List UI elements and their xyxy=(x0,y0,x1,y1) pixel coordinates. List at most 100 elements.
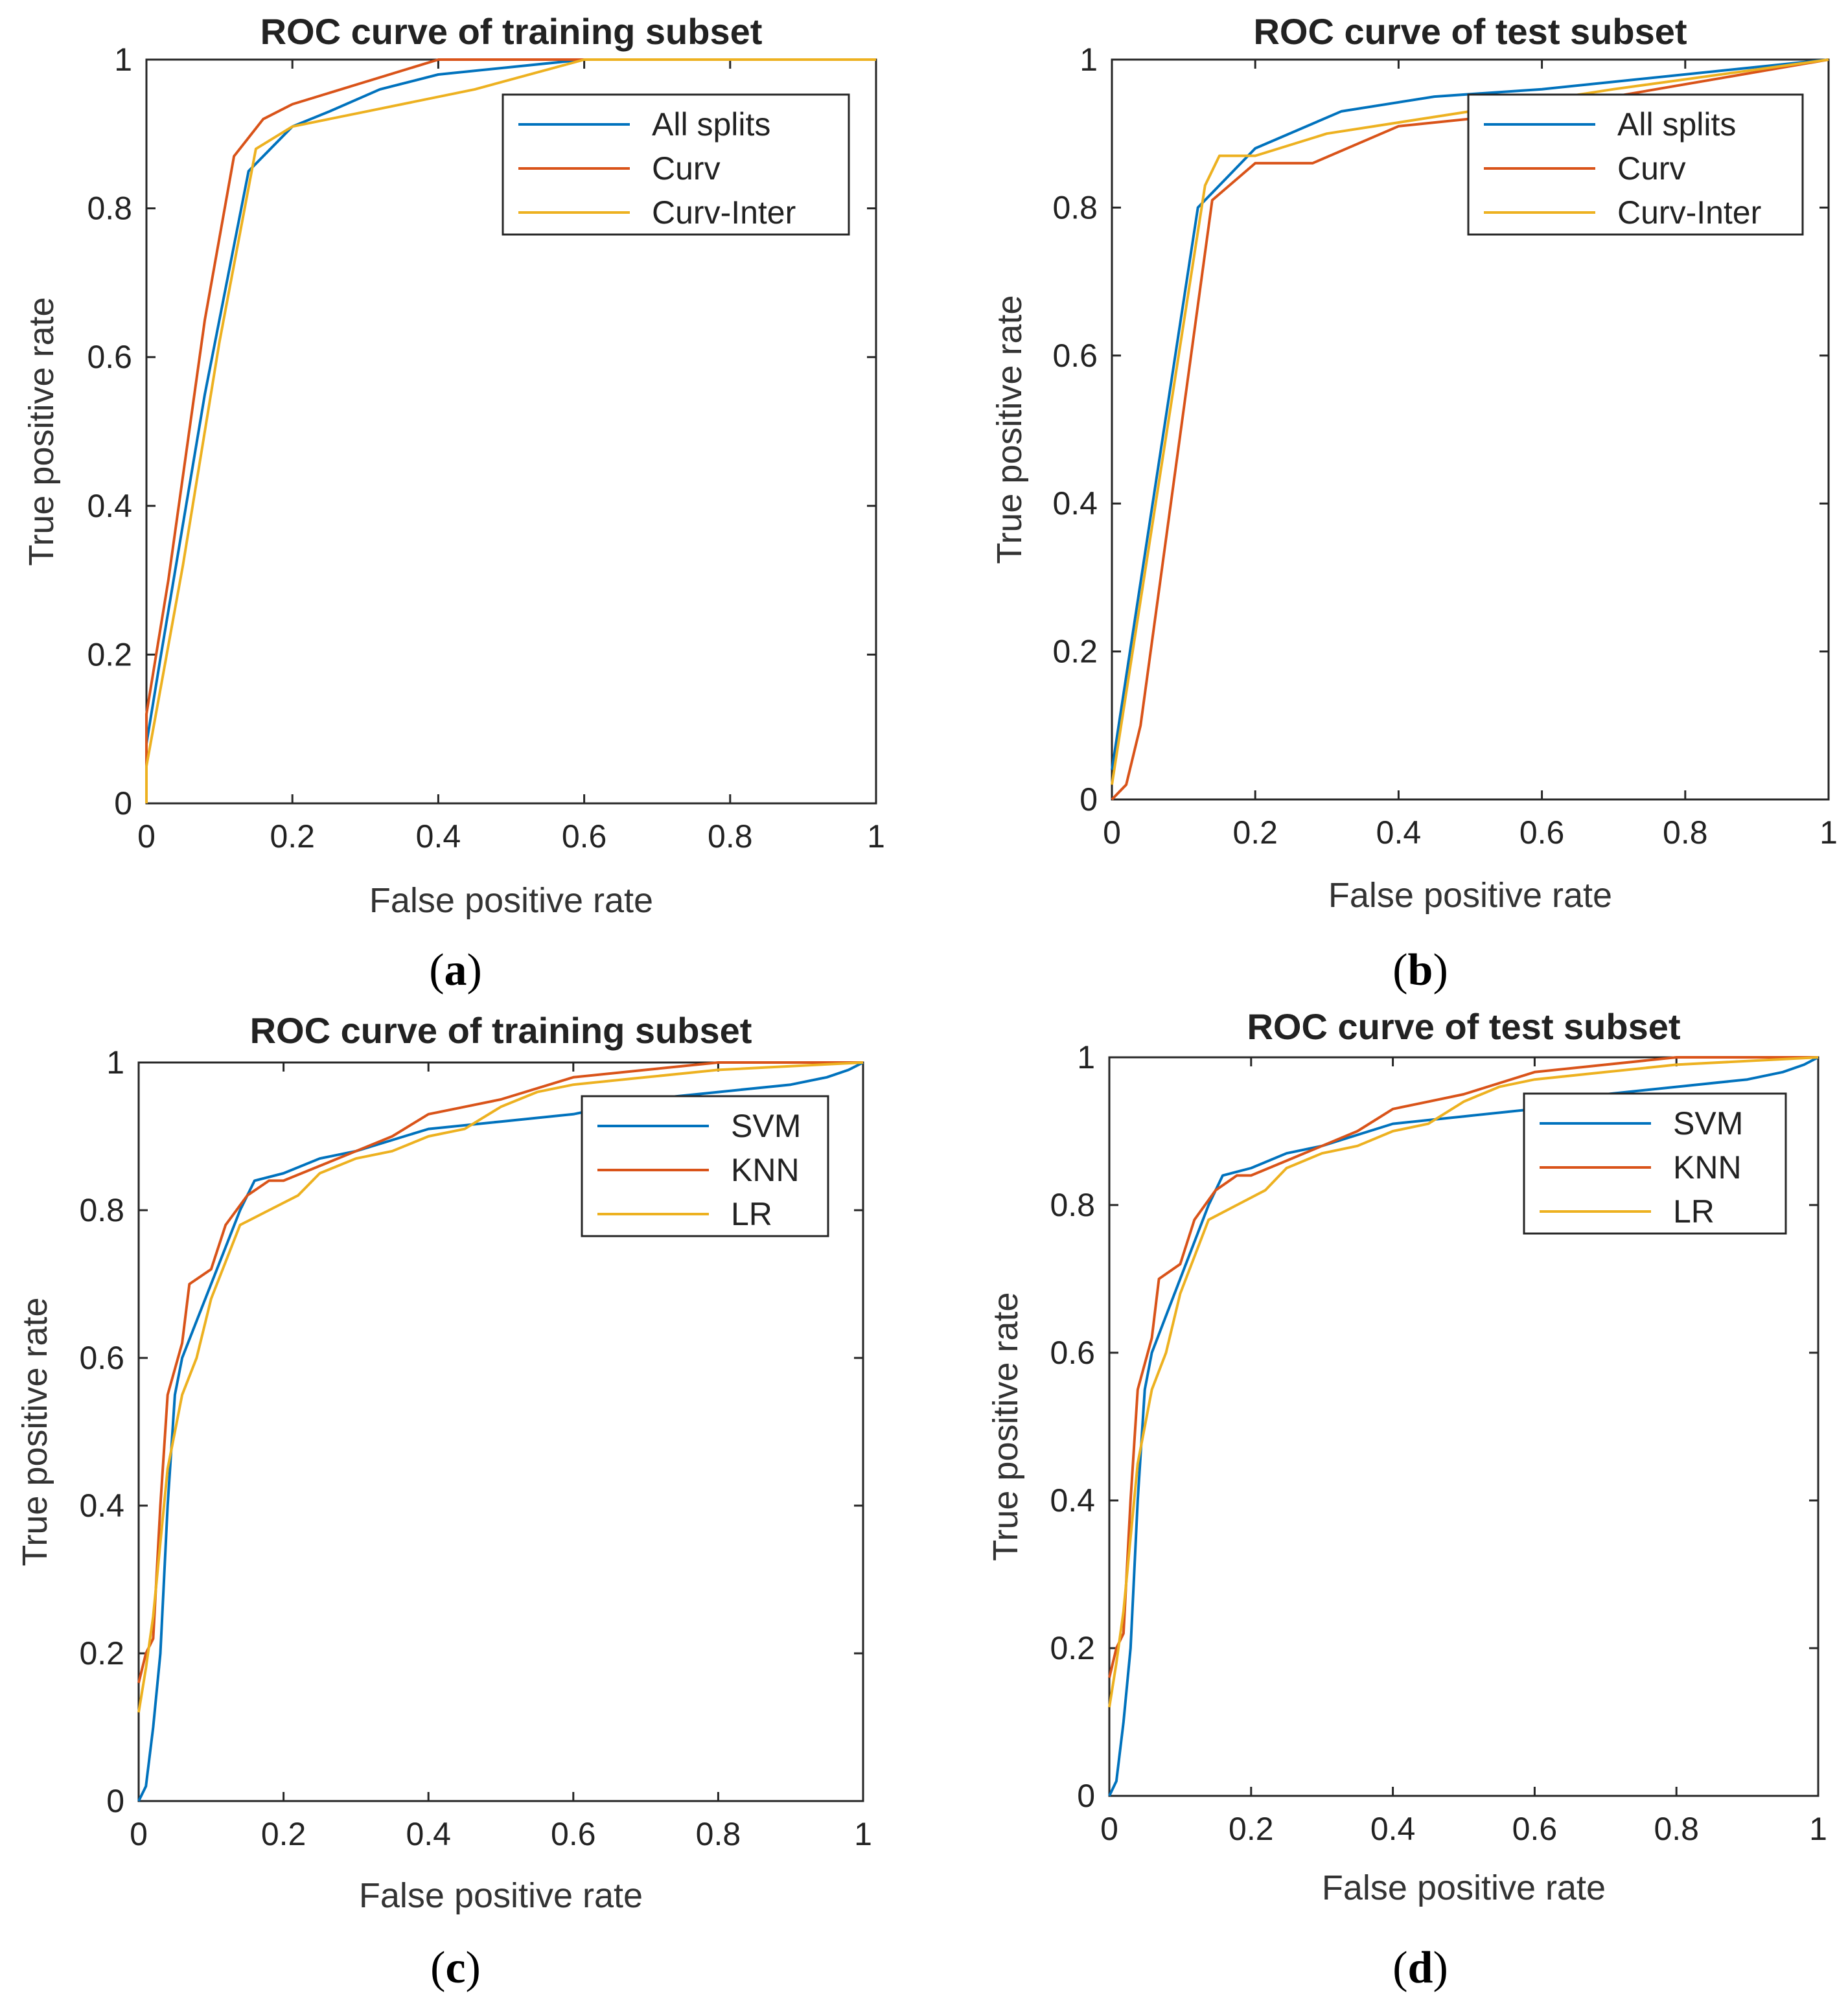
caption-letter: b xyxy=(1408,945,1433,995)
x-tick-label: 0.4 xyxy=(1376,814,1422,851)
legend: All splits Curv Curv-Inter xyxy=(1467,93,1804,236)
y-tick-label: 0.4 xyxy=(87,488,132,524)
panel-a: ROC curve of training subset 0 0.2 0.4 0.6 0… xyxy=(22,11,885,995)
series-line-3 xyxy=(1108,1056,1819,1708)
caption-open: ( xyxy=(429,945,444,995)
caption-letter: c xyxy=(445,1943,465,1993)
legend-label: SVM xyxy=(731,1108,801,1144)
caption-close: ) xyxy=(1433,945,1448,995)
series-line-1 xyxy=(1111,58,1829,770)
x-tick-label: 0.2 xyxy=(1232,814,1278,851)
legend-label: KNN xyxy=(1673,1149,1742,1186)
series-line-1 xyxy=(1108,1056,1819,1797)
x-axis-label: False positive rate xyxy=(359,1876,643,1915)
caption-close: ) xyxy=(467,945,482,995)
y-tick-label: 0 xyxy=(1080,781,1098,818)
legend-label: Curv xyxy=(1617,150,1686,187)
x-tick-label: 1 xyxy=(867,818,885,855)
caption-open: ( xyxy=(1392,1943,1407,1993)
y-tick-label: 0.8 xyxy=(87,190,132,227)
legend: SVM KNN LR xyxy=(1523,1092,1787,1235)
legend-label: SVM xyxy=(1673,1105,1743,1142)
series-line-3 xyxy=(1111,58,1829,785)
x-tick-label: 1 xyxy=(1819,814,1838,851)
y-tick-label: 0 xyxy=(1077,1778,1095,1814)
y-tick-label: 0.4 xyxy=(1052,485,1098,522)
y-tick-label: 0 xyxy=(114,785,132,821)
caption-letter: d xyxy=(1408,1943,1433,1993)
y-axis-label: True positive rate xyxy=(986,1292,1025,1561)
chart-title: ROC curve of training subset xyxy=(260,11,763,52)
legend-label: All splits xyxy=(652,106,770,143)
chart-title: ROC curve of training subset xyxy=(250,1010,752,1051)
y-tick-label: 0.8 xyxy=(1050,1187,1095,1223)
y-tick-label: 1 xyxy=(114,41,132,78)
y-tick-label: 0.2 xyxy=(1052,634,1098,670)
axis-ticks: 0 0.2 0.4 0.6 0.8 1 0 0.2 0.4 0.6 0.8 1 xyxy=(79,1044,872,1852)
caption-close: ) xyxy=(466,1943,481,1993)
x-axis-label: False positive rate xyxy=(1322,1868,1606,1907)
y-tick-label: 0.8 xyxy=(79,1192,124,1228)
legend-label: Curv xyxy=(652,150,721,187)
series-line-2 xyxy=(145,58,876,803)
series-lines xyxy=(1108,1056,1819,1797)
series-line-1 xyxy=(137,1061,864,1802)
panel-b: ROC curve of test subset 0 0.2 0.4 0.6 0.8 1 0… xyxy=(990,11,1838,995)
x-tick-label: 0.4 xyxy=(416,818,461,855)
series-line-1 xyxy=(145,58,876,803)
series-line-3 xyxy=(145,58,876,803)
caption-open: ( xyxy=(1392,945,1407,995)
caption-letter: a xyxy=(445,945,467,995)
series-line-2 xyxy=(1108,1056,1818,1679)
x-axis-label: False positive rate xyxy=(1328,876,1612,915)
panel-caption: (c) xyxy=(430,1943,481,1993)
x-tick-label: 0.6 xyxy=(551,1816,596,1852)
caption-close: ) xyxy=(1433,1943,1448,1993)
y-tick-label: 0.6 xyxy=(79,1340,124,1376)
x-tick-label: 0.2 xyxy=(270,818,315,855)
chart-title: ROC curve of test subset xyxy=(1253,11,1687,52)
y-tick-label: 0.2 xyxy=(1050,1630,1095,1666)
y-tick-label: 1 xyxy=(1077,1039,1095,1075)
legend: SVM KNN LR xyxy=(581,1095,829,1237)
x-tick-label: 0.6 xyxy=(1512,1811,1558,1847)
x-tick-label: 0.8 xyxy=(1654,1811,1699,1847)
series-line-3 xyxy=(137,1061,864,1713)
legend-label: Curv-Inter xyxy=(1617,194,1761,231)
panel-d: ROC curve of test subset 0 0.2 0.4 0.6 0.8 1 0… xyxy=(986,1006,1827,1993)
x-tick-label: 0.8 xyxy=(1663,814,1708,851)
x-tick-label: 0.8 xyxy=(708,818,753,855)
x-tick-label: 0.2 xyxy=(1229,1811,1274,1847)
y-tick-label: 0.4 xyxy=(1050,1482,1095,1519)
y-axis-label: True positive rate xyxy=(16,1297,54,1566)
x-tick-label: 0.6 xyxy=(1519,814,1565,851)
panel-caption: (a) xyxy=(429,945,482,995)
x-tick-label: 0 xyxy=(1103,814,1121,851)
y-tick-label: 0.2 xyxy=(79,1635,124,1671)
x-axis-label: False positive rate xyxy=(369,881,653,920)
x-tick-label: 0 xyxy=(130,1816,148,1852)
panel-c: ROC curve of training subset 0 0.2 0.4 0.6 0… xyxy=(16,1010,872,1993)
y-tick-label: 1 xyxy=(106,1044,124,1081)
legend-label: Curv-Inter xyxy=(652,194,796,231)
axis-ticks: 0 0.2 0.4 0.6 0.8 1 0 0.2 0.4 0.6 0.8 1 xyxy=(87,41,884,855)
legend-label: All splits xyxy=(1617,106,1736,143)
y-tick-label: 0 xyxy=(106,1783,124,1819)
legend-label: LR xyxy=(1673,1193,1715,1230)
axis-ticks: 0 0.2 0.4 0.6 0.8 1 0 0.2 0.4 0.6 0.8 1 xyxy=(1050,1039,1827,1847)
axis-ticks: 0 0.2 0.4 0.6 0.8 1 0 0.2 0.4 0.6 0.8 1 xyxy=(1052,41,1837,851)
x-tick-label: 0.6 xyxy=(562,818,607,855)
y-tick-label: 0.4 xyxy=(79,1487,124,1524)
x-tick-label: 0.8 xyxy=(696,1816,741,1852)
caption-open: ( xyxy=(430,1943,445,1993)
y-tick-label: 0.6 xyxy=(87,339,132,375)
y-tick-label: 0.6 xyxy=(1050,1335,1095,1371)
legend: All splits Curv Curv-Inter xyxy=(502,93,850,236)
chart-title: ROC curve of test subset xyxy=(1247,1006,1680,1047)
x-tick-label: 0 xyxy=(1100,1811,1118,1847)
x-tick-label: 0.2 xyxy=(261,1816,306,1852)
y-tick-label: 0.2 xyxy=(87,636,132,672)
series-lines xyxy=(137,1061,864,1802)
legend-label: LR xyxy=(731,1196,772,1232)
